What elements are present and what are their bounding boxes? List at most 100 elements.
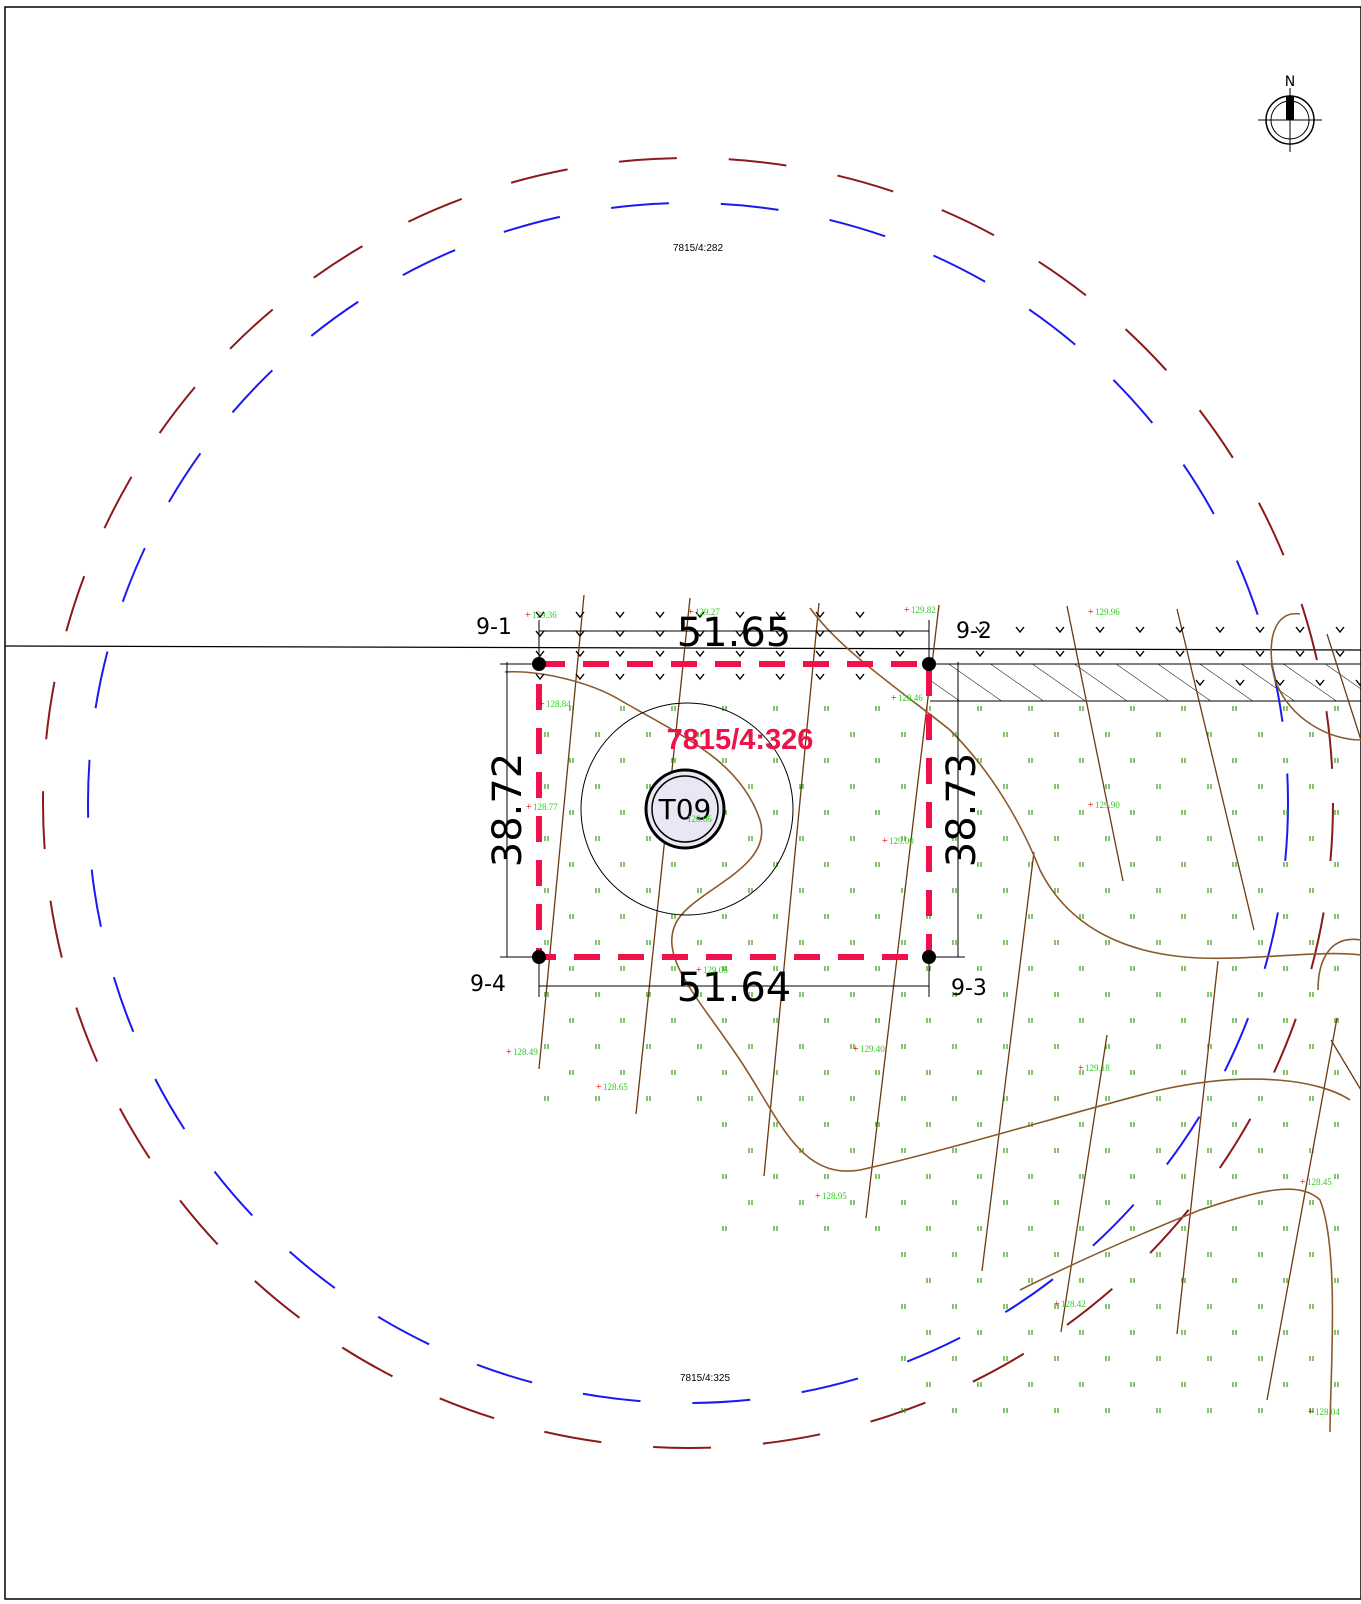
tick-mark (655, 650, 665, 658)
elevation-point: 129.00 (889, 836, 914, 846)
turbine-rotor-circle (580, 702, 794, 916)
tick-mark (1215, 650, 1225, 658)
tick-mark (695, 650, 705, 658)
tick-mark (975, 650, 985, 658)
tick-mark (855, 650, 865, 658)
tick-mark (1175, 626, 1185, 634)
tick-mark (575, 630, 585, 638)
tick-mark (1135, 626, 1145, 634)
elevation-point: 128.04 (1315, 1407, 1340, 1417)
tick-mark (855, 673, 865, 681)
svg-text:+: + (853, 1044, 859, 1055)
tick-mark (1355, 679, 1361, 687)
contour-lines (504, 607, 1361, 1433)
elevation-point: 129.36 (532, 610, 557, 620)
tick-mark (1275, 679, 1285, 687)
elevation-point: 128.84 (546, 699, 571, 709)
elevation-point: 129.90 (1095, 800, 1120, 810)
sheet-frame (4, 6, 1361, 1600)
tick-mark (695, 673, 705, 681)
tick-mark (1295, 626, 1305, 634)
tick-mark (735, 611, 745, 619)
dimension-lines (500, 620, 965, 997)
tick-mark (535, 650, 545, 658)
elevation-point: 129.06 (703, 965, 728, 975)
svg-text:+: + (539, 699, 545, 710)
tick-mark (775, 630, 785, 638)
buffer-circle-inner (87, 202, 1289, 1404)
tick-mark (735, 650, 745, 658)
elevation-point: 129.82 (911, 605, 936, 615)
svg-text:+: + (882, 836, 888, 847)
tick-mark (1095, 650, 1105, 658)
tick-mark (1255, 650, 1265, 658)
tick-mark (735, 630, 745, 638)
svg-text:+: + (688, 607, 694, 618)
tick-mark (775, 611, 785, 619)
tick-mark (615, 630, 625, 638)
svg-text:+: + (1088, 607, 1094, 618)
tick-mark (695, 630, 705, 638)
parcel-label-north: 7815/4:282 (673, 243, 723, 254)
corner-point-9-1[interactable] (532, 657, 546, 671)
tick-mark (1015, 650, 1025, 658)
corner-label-9-2: 9-2 (956, 619, 992, 644)
tick-mark (615, 650, 625, 658)
tick-mark (1335, 650, 1345, 658)
tick-mark (655, 630, 665, 638)
tick-mark (1215, 626, 1225, 634)
tick-mark (615, 673, 625, 681)
drain-lines (538, 594, 1361, 1401)
tick-mark (815, 630, 825, 638)
elevation-point: 128.46 (898, 693, 923, 703)
corner-point-9-3[interactable] (922, 950, 936, 964)
tick-mark (1135, 650, 1145, 658)
svg-text:+: + (525, 610, 531, 621)
tick-mark (1315, 679, 1325, 687)
dimension-bottom: 51.64 (677, 965, 792, 1011)
elevation-point: 128.66 (687, 814, 712, 824)
svg-text:+: + (1088, 800, 1094, 811)
tick-mark (1235, 679, 1245, 687)
svg-text:+: + (1300, 1177, 1306, 1188)
elevation-point: 129.40 (860, 1044, 885, 1054)
tick-mark (1295, 650, 1305, 658)
svg-text:+: + (696, 965, 702, 976)
turbine-label: T09 (658, 793, 712, 826)
turbine-foundation[interactable] (644, 768, 726, 850)
tick-mark (815, 650, 825, 658)
property-line (4, 645, 1361, 651)
corner-point-9-4[interactable] (532, 950, 546, 964)
tick-mark (575, 650, 585, 658)
dimension-left: 38.72 (485, 753, 531, 868)
elevation-point: 128.95 (822, 1191, 847, 1201)
tick-mark (815, 611, 825, 619)
tick-mark (1015, 626, 1025, 634)
corner-label-9-1: 9-1 (476, 615, 512, 640)
tick-mark (775, 650, 785, 658)
elevation-points: 129.36 129.27 129.82 129.96 128.84 128.4… (513, 605, 1340, 1417)
tick-mark (575, 611, 585, 619)
tick-mark (1055, 626, 1065, 634)
elevation-point: 129.96 (1095, 607, 1120, 617)
tick-mark (895, 630, 905, 638)
tick-mark (695, 611, 705, 619)
corner-label-9-3: 9-3 (951, 976, 987, 1001)
corner-point-9-2[interactable] (922, 657, 936, 671)
tick-mark (1095, 626, 1105, 634)
elevation-point: 129.27 (695, 607, 720, 617)
parcel-label-south: 7815/4:325 (680, 1373, 730, 1384)
tick-mark (855, 611, 865, 619)
parcel-boundary[interactable] (536, 661, 932, 960)
tick-mark (815, 673, 825, 681)
tick-mark (855, 630, 865, 638)
elevation-point: 128.42 (1061, 1299, 1086, 1309)
svg-text:+: + (891, 693, 897, 704)
elevation-point: 129.18 (1085, 1063, 1110, 1073)
tick-mark (1175, 650, 1185, 658)
tick-mark (535, 611, 545, 619)
tick-mark (1335, 626, 1345, 634)
svg-text:+: + (1308, 1407, 1314, 1418)
svg-text:+: + (526, 802, 532, 813)
dimension-top: 51.65 (677, 610, 792, 656)
